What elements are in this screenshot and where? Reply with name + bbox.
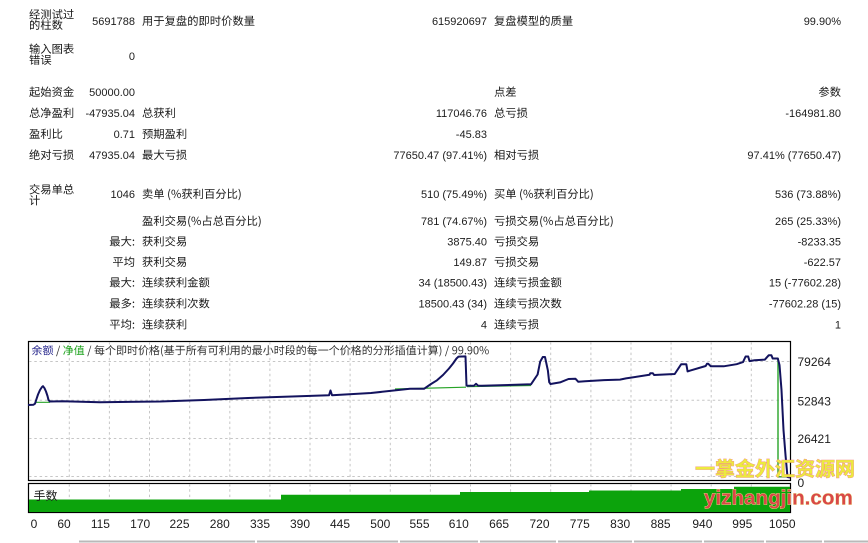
svg-text:99.90%: 99.90% bbox=[804, 16, 842, 28]
svg-text:885: 885 bbox=[651, 517, 671, 531]
svg-text:0: 0 bbox=[798, 476, 805, 490]
svg-text:1050: 1050 bbox=[769, 517, 796, 531]
svg-text:0: 0 bbox=[129, 51, 135, 63]
svg-text:1: 1 bbox=[835, 320, 841, 332]
svg-text:610: 610 bbox=[449, 517, 469, 531]
svg-text:995: 995 bbox=[732, 517, 752, 531]
svg-text:0: 0 bbox=[31, 517, 38, 531]
svg-text:720: 720 bbox=[529, 517, 549, 531]
svg-text:940: 940 bbox=[692, 517, 712, 531]
svg-text:5691788: 5691788 bbox=[92, 16, 135, 28]
svg-text:3875.40: 3875.40 bbox=[447, 237, 487, 249]
svg-text:77650.47 (97.41%): 77650.47 (97.41%) bbox=[393, 150, 487, 162]
svg-text:555: 555 bbox=[409, 517, 429, 531]
svg-text:390: 390 bbox=[290, 517, 310, 531]
svg-text:47935.04: 47935.04 bbox=[89, 150, 135, 162]
svg-text:115: 115 bbox=[91, 517, 110, 531]
svg-text:-8233.35: -8233.35 bbox=[798, 237, 841, 249]
svg-text:445: 445 bbox=[330, 517, 350, 531]
svg-text:yizhangjin.com: yizhangjin.com bbox=[704, 487, 853, 510]
svg-text:280: 280 bbox=[210, 517, 230, 531]
svg-text:79264: 79264 bbox=[798, 355, 832, 369]
svg-text:615920697: 615920697 bbox=[432, 16, 487, 28]
svg-text:50000.00: 50000.00 bbox=[89, 87, 135, 99]
svg-text:149.87: 149.87 bbox=[453, 257, 487, 269]
svg-text:-622.57: -622.57 bbox=[804, 257, 841, 269]
svg-text:15 (-77602.28): 15 (-77602.28) bbox=[769, 278, 841, 290]
svg-text:830: 830 bbox=[610, 517, 630, 531]
svg-text:775: 775 bbox=[570, 517, 590, 531]
svg-text:-45.83: -45.83 bbox=[456, 129, 487, 141]
svg-text:536 (73.88%): 536 (73.88%) bbox=[775, 189, 841, 201]
svg-text:510 (75.49%): 510 (75.49%) bbox=[421, 189, 487, 201]
svg-text:170: 170 bbox=[130, 517, 150, 531]
svg-text:781 (74.67%): 781 (74.67%) bbox=[421, 216, 487, 228]
svg-text:52843: 52843 bbox=[798, 395, 832, 409]
svg-text:1046: 1046 bbox=[111, 189, 135, 201]
svg-text:0.71: 0.71 bbox=[114, 129, 135, 141]
svg-text:665: 665 bbox=[489, 517, 509, 531]
svg-text:18500.43 (34): 18500.43 (34) bbox=[419, 299, 488, 311]
svg-text:500: 500 bbox=[370, 517, 390, 531]
svg-text:60: 60 bbox=[57, 517, 71, 531]
svg-text:34 (18500.43): 34 (18500.43) bbox=[419, 278, 488, 290]
svg-text:265 (25.33%): 265 (25.33%) bbox=[775, 216, 841, 228]
svg-text:-164981.80: -164981.80 bbox=[785, 108, 841, 120]
svg-text:-77602.28 (15): -77602.28 (15) bbox=[769, 299, 841, 311]
svg-text:97.41% (77650.47): 97.41% (77650.47) bbox=[747, 150, 841, 162]
svg-text:225: 225 bbox=[169, 517, 189, 531]
svg-text:4: 4 bbox=[481, 320, 487, 332]
svg-text:26421: 26421 bbox=[798, 432, 832, 446]
svg-text:335: 335 bbox=[250, 517, 270, 531]
svg-text:-47935.04: -47935.04 bbox=[85, 108, 135, 120]
svg-text:117046.76: 117046.76 bbox=[436, 108, 487, 120]
